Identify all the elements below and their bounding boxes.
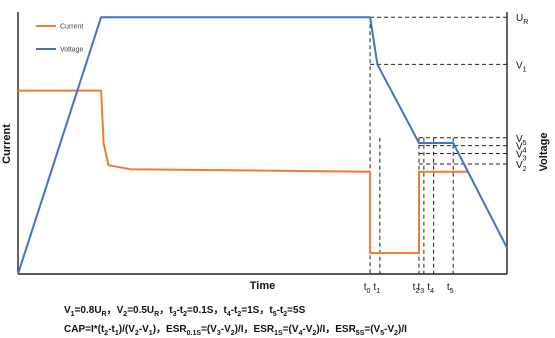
time-tick-t3: t3: [418, 282, 425, 295]
time-tick-t1: t1: [374, 282, 381, 295]
x-axis-title: Time: [250, 280, 275, 292]
voltage-tick-V1: V1: [516, 60, 527, 73]
series-line-voltage: [17, 16, 508, 275]
time-tick-t4: t4: [427, 282, 434, 295]
legend-label-voltage: Voltage: [60, 47, 83, 54]
time-tick-t2: t2: [413, 282, 420, 295]
legend-label-current: Current: [60, 24, 83, 31]
formula-line-2: CAP=I*(t2-t1)/(V2-V1)，ESR0.1S=(V3-V2)/I，…: [64, 324, 407, 337]
chart-legend: Current Voltage: [36, 24, 83, 54]
series-line-current: [18, 89, 468, 254]
time-tick-t5: t5: [447, 282, 454, 295]
voltage-tick-V2: V2: [516, 160, 527, 173]
chart-series: [17, 16, 508, 275]
voltage-tick-V4: V4: [516, 142, 527, 155]
time-tick-t0: t0: [364, 282, 371, 295]
voltage-tick-V3: V3: [516, 149, 527, 162]
voltage-tick-UR: UR: [516, 13, 528, 26]
voltage-tick-V5: V5: [516, 134, 527, 147]
chart-guides: [369, 16, 507, 274]
y-axis-title-left: Current: [1, 124, 13, 164]
chart-axes: [17, 12, 508, 275]
formula-line-1: V1=0.8UR，V2=0.5UR，t3-t2=0.1S，t4-t2=1S，t5…: [64, 305, 306, 318]
y-axis-title-right: Voltage: [538, 133, 550, 172]
